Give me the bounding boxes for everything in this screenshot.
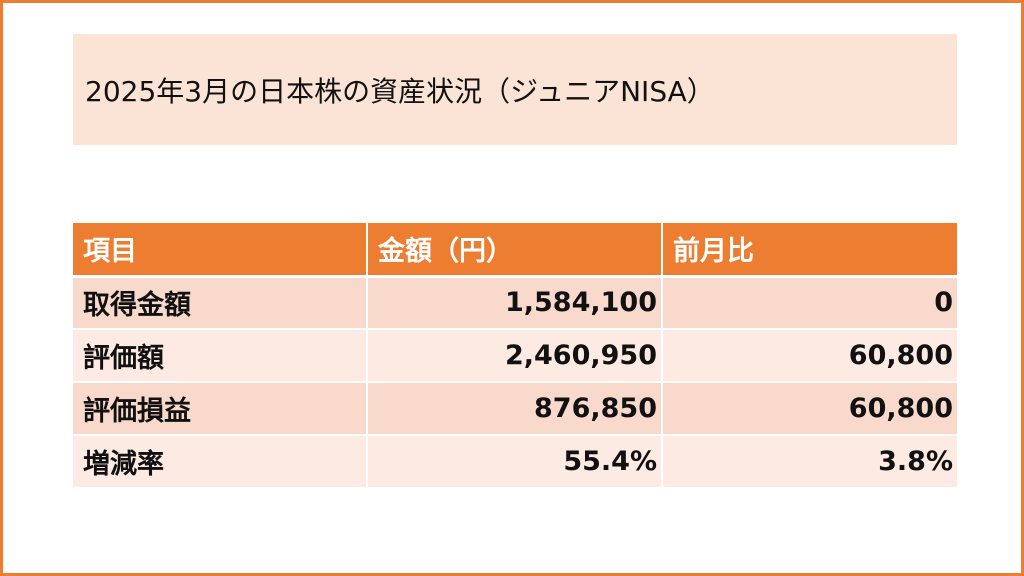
amount-cell: 876,850 xyxy=(366,382,662,436)
month-change-cell: 60,800 xyxy=(661,329,957,383)
table-row: 取得金額 1,584,100 0 xyxy=(73,276,957,330)
title-box: 2025年3月の日本株の資産状況（ジュニアNISA） xyxy=(73,34,957,145)
table-row: 増減率 55.4% 3.8% xyxy=(73,435,957,489)
table-row: 評価額 2,460,950 60,800 xyxy=(73,329,957,383)
month-change-cell: 60,800 xyxy=(661,382,957,436)
page-title: 2025年3月の日本株の資産状況（ジュニアNISA） xyxy=(85,74,715,108)
row-label: 取得金額 xyxy=(73,276,367,330)
amount-cell: 2,460,950 xyxy=(366,329,662,383)
month-change-cell: 0 xyxy=(661,276,957,330)
table-header-row: 項目 金額（円） 前月比 xyxy=(73,223,957,278)
column-header-amount: 金額（円） xyxy=(366,223,662,278)
column-header-item: 項目 xyxy=(73,223,367,278)
table-row: 評価損益 876,850 60,800 xyxy=(73,382,957,436)
amount-cell: 55.4% xyxy=(366,435,662,489)
row-label: 評価額 xyxy=(73,329,367,383)
column-header-month-change: 前月比 xyxy=(661,223,957,278)
month-change-cell: 3.8% xyxy=(661,435,957,489)
row-label: 評価損益 xyxy=(73,382,367,436)
row-label: 増減率 xyxy=(73,435,367,489)
amount-cell: 1,584,100 xyxy=(366,276,662,330)
asset-table: 項目 金額（円） 前月比 取得金額 1,584,100 0 評価額 2,460,… xyxy=(73,223,957,489)
